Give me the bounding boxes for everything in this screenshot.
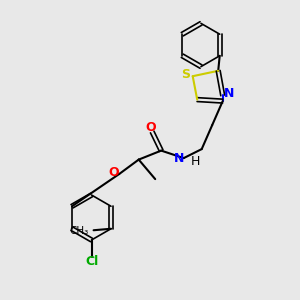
Text: H: H	[190, 155, 200, 168]
Text: N: N	[224, 87, 235, 101]
Text: N: N	[174, 152, 184, 165]
Text: S: S	[182, 68, 190, 81]
Text: O: O	[109, 166, 119, 179]
Text: O: O	[146, 121, 156, 134]
Text: Cl: Cl	[85, 255, 98, 268]
Text: CH₃: CH₃	[70, 226, 89, 236]
